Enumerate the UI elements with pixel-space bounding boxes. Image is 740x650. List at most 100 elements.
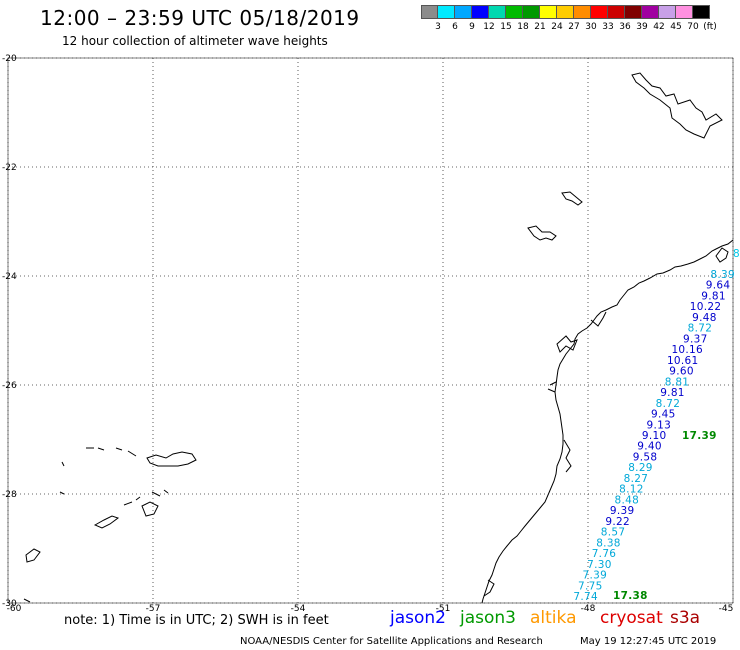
units-note: note: 1) Time is in UTC; 2) SWH is in fe… — [64, 613, 329, 628]
satellite-legend-jason3: jason3 — [460, 608, 516, 628]
legend-swatch — [693, 5, 710, 19]
latitude-label: -26 — [2, 381, 17, 391]
island-w-7 — [23, 461, 65, 603]
wave-height-label: 9.60 — [669, 366, 694, 378]
credit-line: NOAA/NESDIS Center for Satellite Applica… — [240, 636, 543, 647]
legend-tick-label: 30 — [585, 22, 597, 32]
legend-swatch — [591, 5, 608, 19]
wave-height-label: 9.22 — [605, 516, 630, 528]
wave-height-label: 8.39 — [710, 269, 735, 281]
wave-height-label: 10.61 — [667, 355, 699, 367]
wave-height-label: 9.45 — [651, 409, 676, 421]
island-w-4 — [93, 515, 120, 529]
wave-height-label: 9.64 — [706, 280, 731, 292]
satellite-legend-s3a: s3a — [670, 608, 701, 628]
longitude-label: -60 — [7, 604, 22, 614]
coast-inlet-1 — [556, 335, 578, 353]
wave-height-label: 8.57 — [601, 527, 626, 539]
satellite-legend-altika: altika — [530, 608, 577, 628]
wave-height-label: 17.39 — [682, 430, 717, 442]
legend-swatch — [676, 5, 693, 19]
wave-height-label: 7.74 — [573, 591, 598, 603]
legend-tick-label: 70 — [687, 22, 699, 32]
legend-tick-label: 39 — [636, 22, 648, 32]
legend-swatch — [574, 5, 591, 19]
wave-height-label: 9.40 — [637, 441, 662, 453]
island-group-1 — [561, 191, 583, 206]
map-title: 12:00 – 23:59 UTC 05/18/2019 — [40, 6, 360, 30]
coastline — [23, 72, 734, 604]
wave-height-label: 8.72 — [688, 323, 713, 335]
wave-height-label: 17.38 — [613, 590, 648, 602]
legend-swatch — [608, 5, 625, 19]
longitude-label: -54 — [291, 604, 306, 614]
legend-tick-label: 42 — [653, 22, 665, 32]
legend-swatch — [455, 5, 472, 19]
wave-height-label: 8 — [733, 248, 740, 260]
color-scale-ticks: 3 6 9 12 15 18 21 24 27 30 33 36 39 42 45 70 (ft) — [421, 22, 721, 34]
island-w-6 — [25, 548, 41, 563]
brazil-coastline — [481, 239, 734, 604]
legend-swatch — [506, 5, 523, 19]
wave-height-label: 7.75 — [578, 580, 603, 592]
longitude-label: -51 — [436, 604, 451, 614]
legend-unit-label: (ft) — [703, 22, 717, 32]
island-atol — [631, 72, 723, 139]
wave-height-label: 9.81 — [660, 387, 685, 399]
graticule — [7, 57, 734, 604]
wave-height-label: 9.39 — [610, 505, 635, 517]
legend-swatch — [438, 5, 455, 19]
island-w-3 — [141, 501, 159, 517]
legend-tick-label: 27 — [568, 22, 580, 32]
legend-tick-label: 45 — [670, 22, 682, 32]
longitude-label: -45 — [719, 604, 734, 614]
legend-tick-label: 9 — [469, 22, 475, 32]
legend-tick-label: 6 — [452, 22, 458, 32]
satellite-legend-cryosat: cryosat — [600, 608, 663, 628]
wave-height-label: 8.27 — [624, 473, 649, 485]
island-w-1 — [146, 451, 197, 467]
wave-height-label: 7.76 — [592, 548, 617, 560]
wave-height-label: 9.37 — [683, 333, 708, 345]
wave-height-label: 8.38 — [596, 537, 621, 549]
wave-height-track: 8.399.649.8110.229.488.729.3710.1610.619… — [573, 248, 740, 603]
wave-height-label: 7.39 — [583, 570, 608, 582]
island-w-5 — [123, 489, 169, 506]
latitude-label: -24 — [2, 272, 17, 282]
legend-swatch — [557, 5, 574, 19]
wave-height-label: 10.16 — [671, 344, 703, 356]
wave-height-label: 8.29 — [628, 462, 653, 474]
generation-timestamp: May 19 12:27:45 UTC 2019 — [580, 636, 717, 647]
wave-height-label: 9.81 — [701, 291, 726, 303]
legend-swatch — [540, 5, 557, 19]
wave-height-label: 8.48 — [615, 494, 640, 506]
coast-inlet-4 — [563, 439, 572, 473]
legend-tick-label: 3 — [435, 22, 441, 32]
wave-height-label: 10.22 — [690, 301, 722, 313]
wave-height-label: 9.58 — [633, 452, 658, 464]
wave-height-label: 9.48 — [692, 312, 717, 324]
wave-height-label: 8.72 — [656, 398, 681, 410]
coast-tip — [715, 247, 729, 263]
legend-swatch — [659, 5, 676, 19]
coast-inlet-5 — [483, 579, 495, 597]
island-w-2 — [86, 447, 137, 457]
legend-swatch — [523, 5, 540, 19]
longitude-label: -57 — [146, 604, 161, 614]
map-subtitle: 12 hour collection of altimeter wave hei… — [62, 34, 328, 48]
legend-swatch — [625, 5, 642, 19]
legend-tick-label: 33 — [602, 22, 614, 32]
legend-tick-label: 24 — [551, 22, 563, 32]
axis-labels: -60 -57 -54 -51 -48 -45 -20 -22 -24 -26 -28 -30 — [2, 54, 733, 614]
latitude-label: -28 — [2, 490, 17, 500]
latitude-label: -30 — [2, 599, 17, 609]
legend-tick-label: 18 — [517, 22, 529, 32]
latitude-label: -20 — [2, 54, 17, 64]
legend-tick-label: 36 — [619, 22, 631, 32]
legend-tick-label: 12 — [483, 22, 495, 32]
legend-swatch — [472, 5, 489, 19]
latitude-label: -22 — [2, 163, 17, 173]
wave-height-label: 9.13 — [647, 419, 672, 431]
island-group-2 — [527, 225, 557, 241]
